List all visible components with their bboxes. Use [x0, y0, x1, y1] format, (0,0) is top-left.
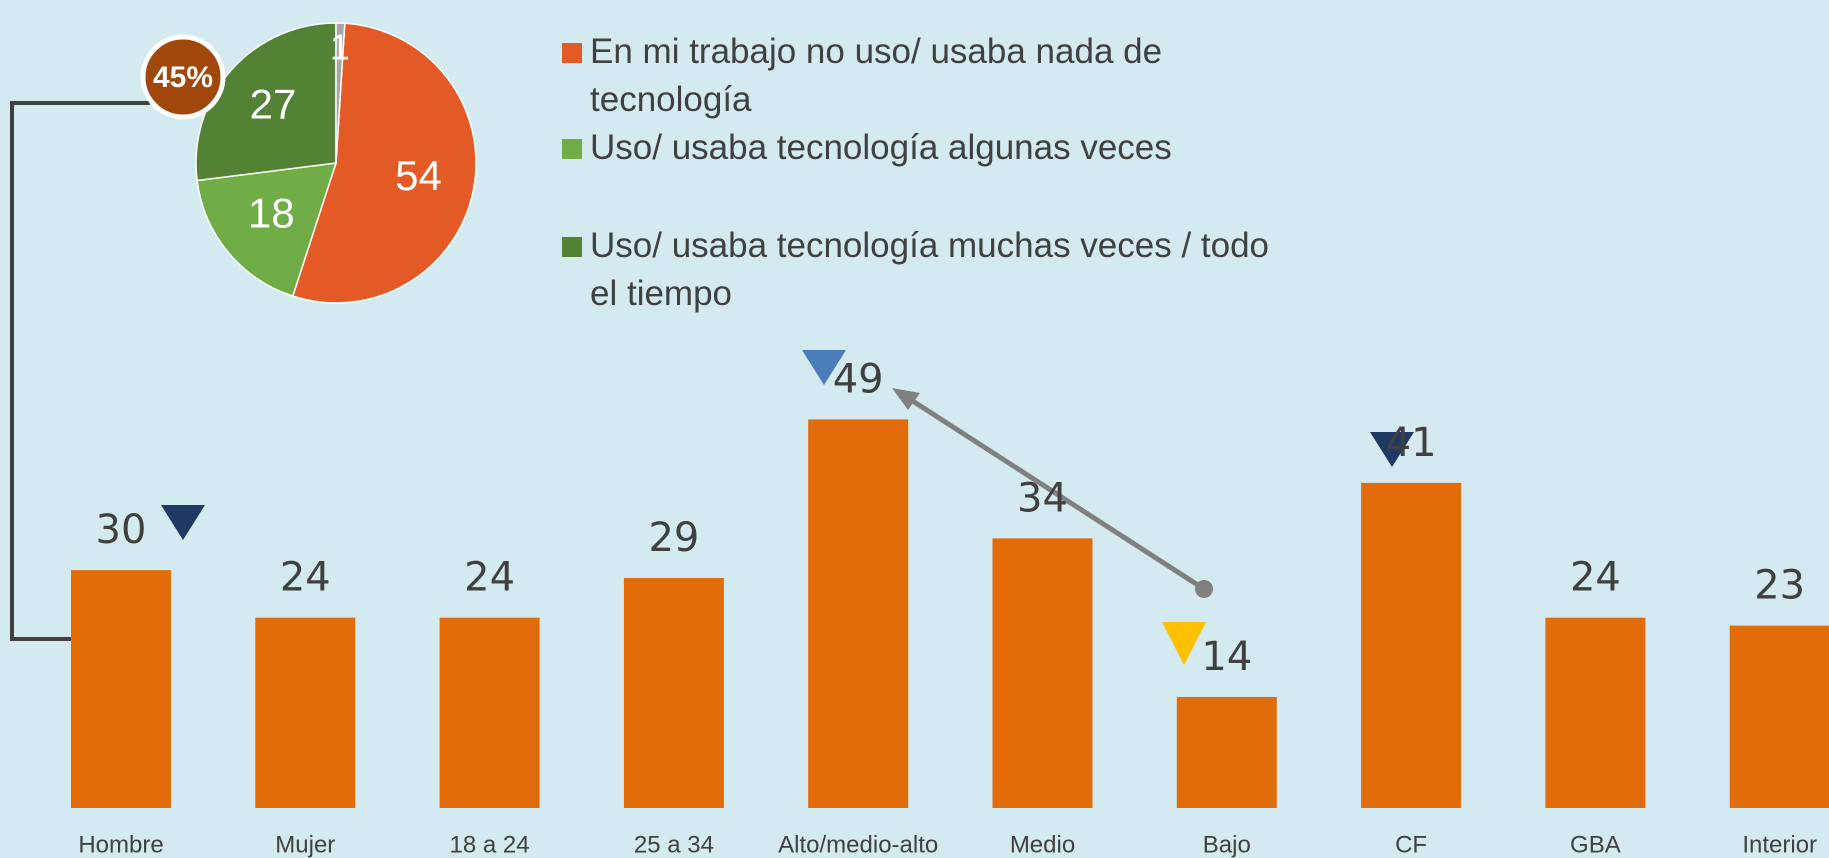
- legend-entry: En mi trabajo no uso/ usaba nada de tecn…: [560, 28, 1270, 124]
- data-label: 14: [1201, 634, 1252, 680]
- pie-slice: [196, 162, 338, 298]
- data-label: 54: [395, 152, 442, 199]
- x-tick-label: Medio: [1010, 831, 1075, 858]
- legend-swatch: [562, 139, 582, 159]
- data-label: 34: [1017, 475, 1068, 521]
- legend-swatch: [562, 43, 582, 63]
- legend-label: Uso/ usaba tecnología muchas veces / tod…: [590, 226, 1270, 313]
- x-tick-label: 18 a 24: [450, 831, 530, 858]
- x-tick-label: GBA: [1570, 831, 1621, 858]
- x-tick-label: 25 a 34: [634, 831, 714, 858]
- data-label: 49: [833, 356, 884, 402]
- x-tick-label: Bajo: [1203, 831, 1251, 858]
- legend-entry: Uso/ usaba tecnología muchas veces / tod…: [560, 222, 1270, 318]
- x-tick-label: Hombre: [78, 831, 163, 858]
- pie-slice: [335, 22, 346, 164]
- marker: [161, 505, 205, 540]
- arrow-dot: [1195, 580, 1213, 598]
- bar: [992, 538, 1093, 808]
- data-label: 1: [330, 26, 350, 67]
- x-tick-label: CF: [1395, 831, 1427, 858]
- data-label: 24: [464, 555, 515, 601]
- data-label: 23: [1754, 563, 1805, 609]
- annotation: 45%: [153, 61, 213, 94]
- data-label: 41: [1386, 420, 1437, 466]
- bar: [71, 570, 171, 808]
- bar: [623, 578, 724, 808]
- legend-label: Uso/ usaba tecnología algunas veces: [590, 128, 1172, 167]
- callout-circle: [140, 34, 226, 120]
- data-label: 29: [648, 515, 699, 561]
- bracket: [10, 101, 150, 641]
- arrow: [903, 393, 1206, 592]
- data-label: 24: [1570, 555, 1621, 601]
- legend-label: En mi trabajo no uso/ usaba nada de tecn…: [590, 32, 1163, 119]
- marker: [1162, 622, 1206, 665]
- bar: [1176, 696, 1277, 808]
- bar: [1545, 617, 1646, 808]
- bar: [439, 617, 540, 808]
- legend-entry: Uso/ usaba tecnología algunas veces: [560, 124, 1270, 172]
- data-label: 24: [280, 555, 331, 601]
- bar: [1361, 482, 1462, 808]
- marker: [802, 350, 846, 385]
- data-label: 30: [96, 507, 147, 553]
- data-label: 27: [250, 81, 297, 128]
- bar: [1729, 625, 1829, 808]
- legend-swatch: [562, 237, 582, 257]
- x-tick-label: Interior: [1742, 831, 1817, 858]
- data-label: 18: [248, 190, 295, 237]
- arrow-head: [892, 388, 920, 410]
- x-tick-label: Alto/medio-alto: [778, 831, 938, 858]
- bar: [808, 419, 909, 808]
- pie-slice: [195, 22, 337, 182]
- bar: [255, 617, 356, 808]
- pie-slice: [291, 22, 477, 304]
- marker: [1370, 432, 1414, 467]
- x-tick-label: Mujer: [275, 831, 335, 858]
